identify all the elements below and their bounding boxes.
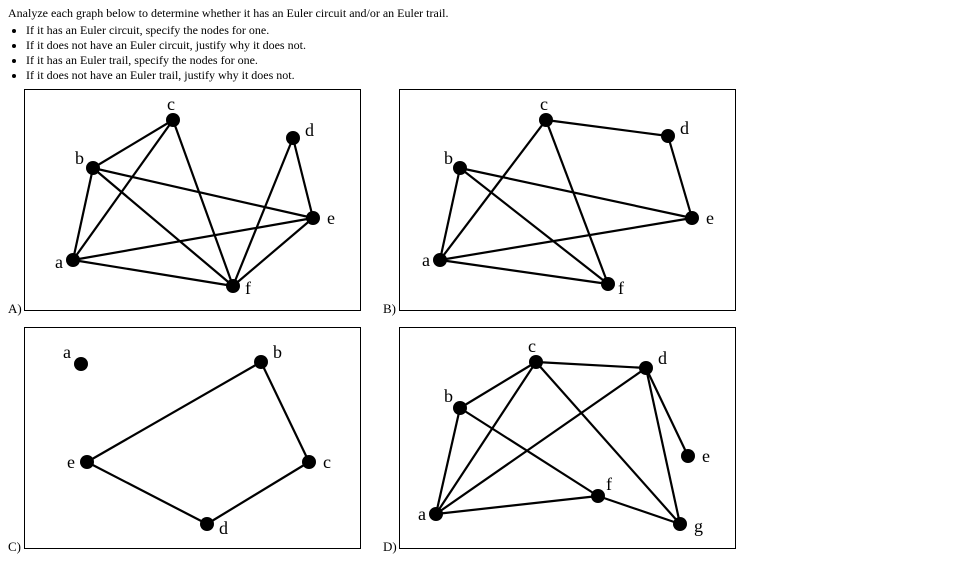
panel-D: a b c d e f g [399,327,736,549]
graph-grid: a b c d e f A) a b c d e f B) a b c d e C) a b c d e f g D) [10,89,972,557]
prompt-line: Analyze each graph below to determine wh… [8,6,972,21]
node-f [591,489,605,503]
node-label-e: e [706,208,714,228]
node-e [306,211,320,225]
edge-e-b [87,362,261,462]
bullet-list: If it has an Euler circuit, specify the … [26,23,972,83]
node-b [86,161,100,175]
panel-A: a b c d e f [24,89,361,311]
node-b [453,161,467,175]
node-label-c: c [323,452,331,472]
node-label-a: a [418,504,426,524]
node-label-c: c [167,94,175,114]
node-f [601,277,615,291]
graph-D-svg: a b c d e f g [400,328,735,548]
node-label-c: c [528,336,536,356]
node-e [80,455,94,469]
edge-d-e [293,138,313,218]
label-D: D) [383,539,397,555]
bullet-item: If it has an Euler trail, specify the no… [26,53,972,68]
node-label-b: b [273,342,282,362]
panel-B: a b c d e f [399,89,736,311]
node-label-d: d [680,118,689,138]
node-label-a: a [63,342,71,362]
node-label-f: f [606,474,612,494]
node-label-e: e [702,446,710,466]
graph-B-svg: a b c d e f [400,90,735,310]
edge-a-d [436,368,646,514]
node-e [681,449,695,463]
edge-d-e [646,368,688,456]
label-B: B) [383,301,396,317]
node-e [685,211,699,225]
node-c [529,355,543,369]
node-b [453,401,467,415]
node-label-f: f [245,278,251,298]
edge-b-e [93,168,313,218]
edge-c-d [207,462,309,524]
edge-d-e [668,136,692,218]
node-c [302,455,316,469]
node-label-b: b [75,148,84,168]
edge-a-b [436,408,460,514]
bullet-item: If it does not have an Euler trail, just… [26,68,972,83]
cell-A: a b c d e f A) [10,89,361,319]
node-label-f: f [618,278,624,298]
node-label-d: d [658,348,667,368]
panel-C: a b c d e [24,327,361,549]
bullet-item: If it does not have an Euler circuit, ju… [26,38,972,53]
node-label-a: a [422,250,430,270]
node-b [254,355,268,369]
node-label-e: e [327,208,335,228]
bullet-item: If it has an Euler circuit, specify the … [26,23,972,38]
node-label-e: e [67,452,75,472]
cell-D: a b c d e f g D) [385,327,736,557]
edge-d-g [646,368,680,524]
edge-a-c [436,362,536,514]
edge-c-d [546,120,668,136]
node-a [433,253,447,267]
cell-C: a b c d e C) [10,327,361,557]
edge-a-f [436,496,598,514]
node-f [226,279,240,293]
graph-C-svg: a b c d e [25,328,360,548]
node-g [673,517,687,531]
edge-a-e [440,218,692,260]
edge-b-c [93,120,173,168]
node-label-b: b [444,386,453,406]
edge-b-c [261,362,309,462]
edge-b-e [460,168,692,218]
edge-d-e [87,462,207,524]
node-label-d: d [219,518,228,538]
node-c [166,113,180,127]
node-a [429,507,443,521]
node-label-g: g [694,516,703,536]
node-label-a: a [55,252,63,272]
node-label-d: d [305,120,314,140]
node-label-c: c [540,94,548,114]
graph-A-svg: a b c d e f [25,90,360,310]
edge-a-f [73,260,233,286]
edge-e-f [233,218,313,286]
node-c [539,113,553,127]
node-d [286,131,300,145]
node-a [66,253,80,267]
node-d [200,517,214,531]
edge-b-c [460,362,536,408]
edge-c-d [536,362,646,368]
node-d [661,129,675,143]
page: Analyze each graph below to determine wh… [0,0,980,569]
label-C: C) [8,539,21,555]
node-d [639,361,653,375]
cell-B: a b c d e f B) [385,89,736,319]
label-A: A) [8,301,22,317]
node-label-b: b [444,148,453,168]
node-a [74,357,88,371]
